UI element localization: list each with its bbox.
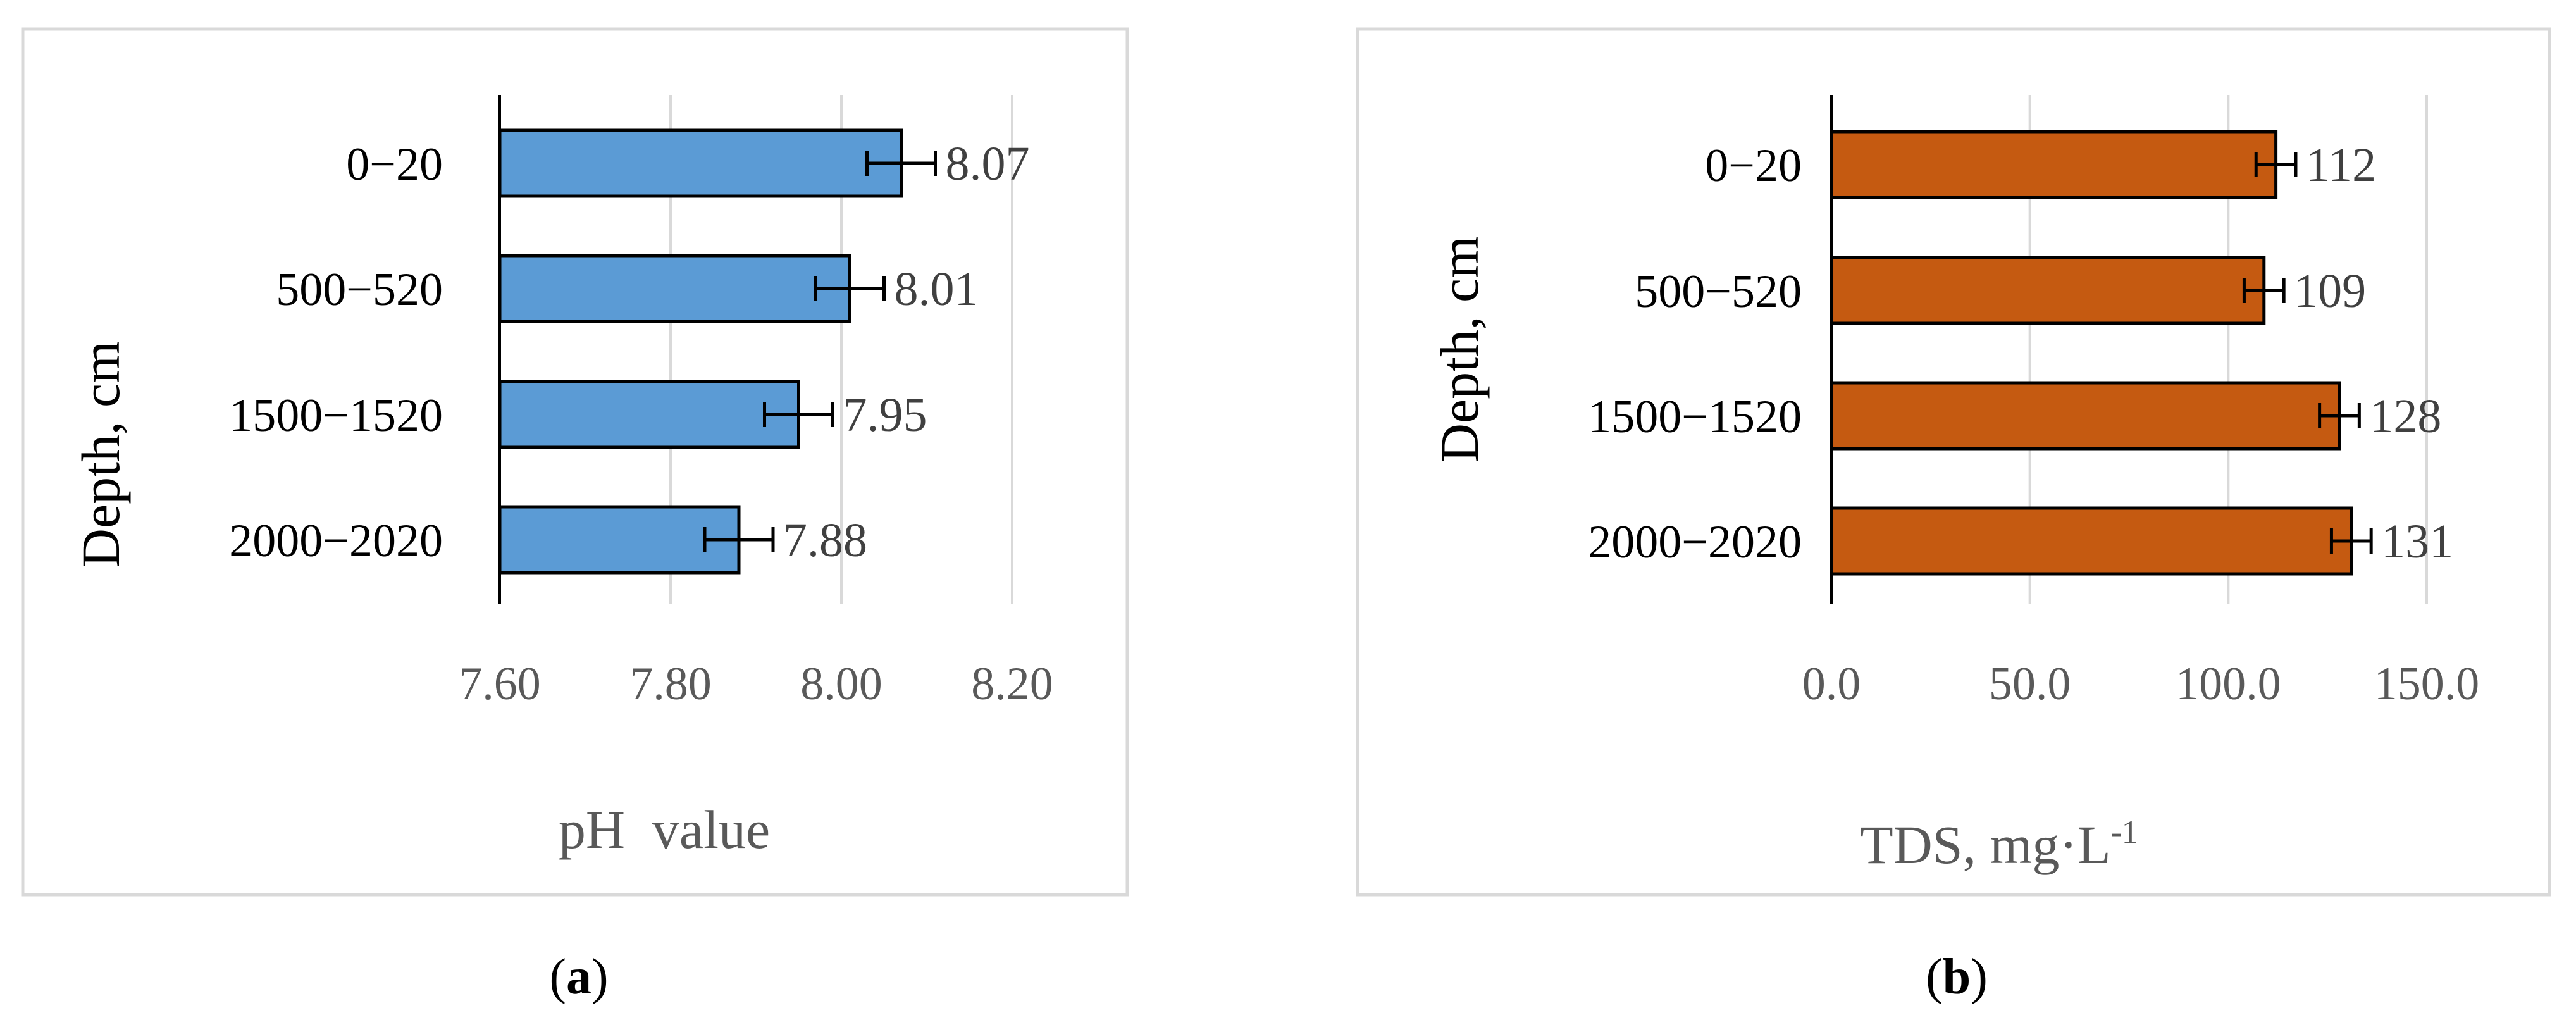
chart-b-x-tick-label: 150.0 xyxy=(2374,658,2480,710)
chart-a-bar xyxy=(498,380,800,449)
chart-a-category-label: 2000−2020 xyxy=(229,515,443,567)
chart-b-bar xyxy=(1830,256,2266,325)
chart-a-bar xyxy=(498,254,851,323)
chart-a-bars xyxy=(498,95,903,604)
chart-a-bar xyxy=(498,128,903,198)
chart-b-value-label: 112 xyxy=(2306,139,2376,192)
chart-b-bars xyxy=(1830,95,2353,604)
chart-b-bar xyxy=(1830,130,2278,199)
chart-b-x-tick-label: 50.0 xyxy=(1989,658,2071,710)
chart-a-value-label: 8.07 xyxy=(946,137,1030,190)
panel-b-caption: (b) xyxy=(1926,949,1988,1005)
chart-b-category-label: 1500−1520 xyxy=(1588,391,1802,443)
chart-b-bar xyxy=(1830,506,2353,576)
chart-b-x-axis-label: TDS, mg·L-1 xyxy=(1860,814,2138,875)
chart-a-x-tick-label: 7.80 xyxy=(629,658,712,710)
chart-b-x-tick-label: 0.0 xyxy=(1802,658,1861,710)
chart-a-x-tick-label: 7.60 xyxy=(459,658,541,710)
chart-b-categories: 0−20 500−520 1500−1520 2000−2020 xyxy=(1588,140,1802,568)
chart-a-value-label: 7.88 xyxy=(783,514,867,567)
chart-b-x-axis-label-superscript: -1 xyxy=(2111,814,2138,850)
chart-a-category-label: 1500−1520 xyxy=(229,390,443,442)
chart-a-categories: 0−20 500−520 1500−1520 2000−2020 xyxy=(229,139,443,567)
chart-a-x-ticks: 7.60 7.80 8.00 8.20 xyxy=(459,658,1053,710)
chart-b-bar xyxy=(1830,381,2341,451)
chart-a-error-bars xyxy=(703,151,937,552)
chart-b-error-bars xyxy=(2242,152,2373,554)
chart-a-value-labels: 8.07 8.01 7.95 7.88 xyxy=(783,137,1030,567)
chart-b-category-label: 500−520 xyxy=(1635,266,1802,318)
chart-a-y-axis-label: Depth, cm xyxy=(70,341,131,568)
chart-b-value-label: 131 xyxy=(2381,515,2453,568)
chart-b-x-tick-label: 100.0 xyxy=(2176,658,2281,710)
chart-a-value-label: 8.01 xyxy=(895,263,979,316)
chart-b-category-label: 2000−2020 xyxy=(1588,516,1802,568)
chart-a-category-label: 0−20 xyxy=(346,139,443,190)
chart-a-x-axis-label: pH value xyxy=(559,799,770,860)
chart-b-category-label: 0−20 xyxy=(1705,140,1802,192)
chart-b-y-axis-label: Depth, cm xyxy=(1429,236,1490,463)
panel-a-caption: (a) xyxy=(549,949,608,1005)
panel-b-letter: b xyxy=(1943,949,1971,1005)
chart-a-bar xyxy=(498,505,741,575)
chart-b-x-axis-label-main: TDS, mg·L xyxy=(1860,814,2111,875)
chart-b-value-labels: 112 109 128 131 xyxy=(2294,139,2453,568)
chart-b-value-label: 109 xyxy=(2294,264,2366,318)
chart-b-x-ticks: 0.0 50.0 100.0 150.0 xyxy=(1802,658,2480,710)
chart-a-category-label: 500−520 xyxy=(276,264,443,316)
chart-b-value-label: 128 xyxy=(2369,390,2441,443)
chart-a-value-label: 7.95 xyxy=(843,389,927,442)
panel-a-letter: a xyxy=(566,949,591,1005)
chart-a-x-tick-label: 8.20 xyxy=(971,658,1053,710)
chart-a-x-tick-label: 8.00 xyxy=(800,658,882,710)
